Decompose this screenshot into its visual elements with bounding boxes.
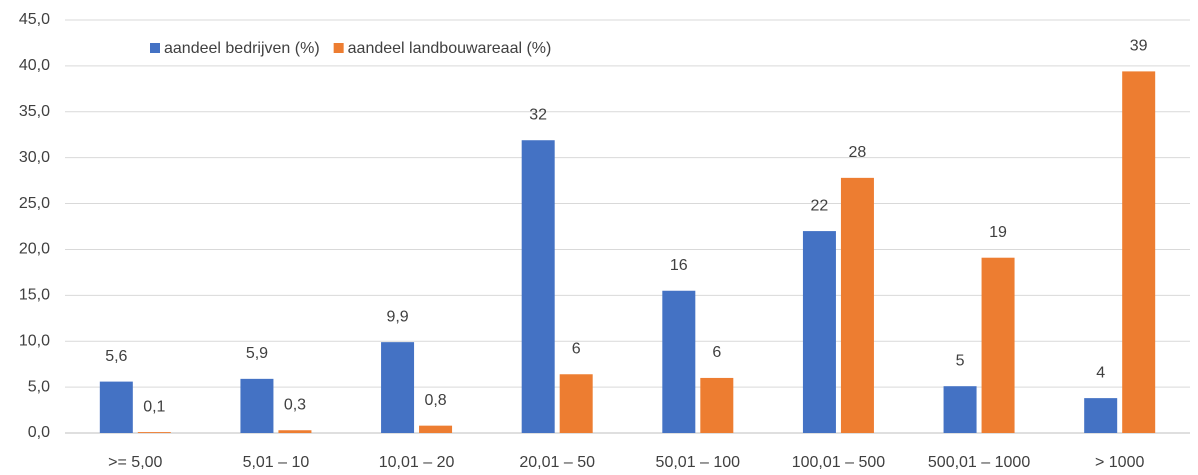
data-label: 0,1 — [143, 398, 165, 415]
bar — [1122, 71, 1156, 433]
x-tick-label: 20,01 – 50 — [519, 454, 595, 471]
bar — [943, 386, 977, 433]
data-label: 19 — [989, 224, 1007, 241]
data-label: 6 — [712, 344, 721, 361]
x-tick-label: 5,01 – 10 — [243, 454, 310, 471]
data-label: 32 — [529, 106, 547, 123]
y-tick-label: 25,0 — [19, 195, 50, 212]
bar — [981, 257, 1015, 433]
bar — [381, 342, 415, 433]
data-label: 16 — [670, 257, 688, 274]
y-tick-label: 15,0 — [19, 287, 50, 304]
x-tick-label: >= 5,00 — [108, 454, 162, 471]
x-tick-label: 100,01 – 500 — [792, 454, 886, 471]
bar — [419, 425, 453, 433]
y-tick-label: 45,0 — [19, 11, 50, 28]
data-label: 39 — [1130, 38, 1148, 55]
y-tick-label: 0,0 — [28, 424, 50, 441]
bar — [240, 378, 274, 433]
data-label: 5,9 — [246, 345, 268, 362]
data-label: 0,3 — [284, 396, 306, 413]
bar — [662, 290, 696, 433]
x-tick-label: 500,01 – 1000 — [928, 454, 1030, 471]
bar — [99, 381, 133, 433]
data-label: 5 — [956, 352, 965, 369]
data-label: 22 — [811, 197, 829, 214]
data-label: 9,9 — [386, 308, 408, 325]
data-label: 5,6 — [105, 348, 127, 365]
bar — [840, 177, 874, 433]
legend-swatch — [333, 43, 344, 53]
x-tick-label: > 1000 — [1095, 454, 1144, 471]
y-tick-label: 5,0 — [28, 378, 50, 395]
bar — [700, 377, 734, 433]
data-label: 6 — [572, 340, 581, 357]
y-tick-label: 20,0 — [19, 241, 50, 258]
y-tick-label: 10,0 — [19, 332, 50, 349]
y-tick-label: 40,0 — [19, 57, 50, 74]
legend-swatch — [150, 43, 160, 53]
legend-label: aandeel landbouwareaal (%) — [348, 40, 552, 57]
data-label: 28 — [849, 144, 867, 161]
bar — [802, 231, 836, 433]
data-label: 0,8 — [424, 392, 446, 409]
y-tick-label: 35,0 — [19, 103, 50, 120]
bar — [278, 430, 312, 433]
x-tick-label: 50,01 – 100 — [656, 454, 741, 471]
bar — [1084, 398, 1118, 433]
legend-label: aandeel bedrijven (%) — [164, 40, 320, 57]
bar — [559, 374, 593, 433]
bar — [137, 432, 171, 433]
y-tick-label: 30,0 — [19, 149, 50, 166]
x-tick-label: 10,01 – 20 — [379, 454, 455, 471]
data-label: 4 — [1096, 364, 1105, 381]
bar — [521, 140, 555, 433]
